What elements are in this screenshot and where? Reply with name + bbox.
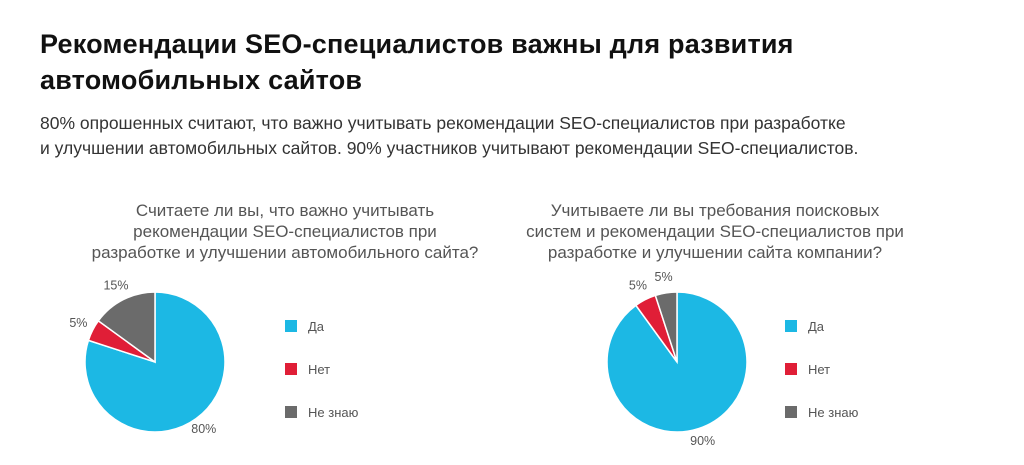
pie-slice-dont-know [654,291,678,363]
legend-item-dont-know: Не знаю [285,404,359,420]
legend-item-no: Нет [785,361,858,377]
legend-item-no: Нет [285,361,358,377]
page-title: Рекомендации SEO-специалистов важны для … [40,26,940,98]
chart-1-legend: Да Нет Не знаю [285,319,358,448]
chart-2-panel: 90% 5% 5% Да Нет Не знаю [575,270,1015,465]
legend-label-dont-know: Не знаю [308,404,359,420]
chart-2-question-line-2: систем и рекомендации SEO-специалистов п… [526,222,904,241]
pie-label-dont-know: 15% [103,278,128,292]
pie-label-yes: 90% [690,434,715,448]
subtitle-line-1: 80% опрошенных считают, что важно учитыв… [40,113,846,133]
legend-swatch-no [285,363,297,375]
page-subtitle: 80% опрошенных считают, что важно учитыв… [40,111,980,161]
pie-slice-dont-know [97,291,156,364]
chart-1-question-line-2: рекомендации SEO-специалистов при [133,222,437,241]
chart-1-panel: 80% 5% 15% Да Нет Не знаю [40,270,480,465]
legend-item-yes: Да [785,318,858,334]
legend-label-yes: Да [308,318,325,334]
chart-2-question-line-3: разработке и улучшении сайта компании? [547,243,883,262]
legend-swatch-no [785,363,797,375]
legend-swatch-dont-know [285,406,297,418]
subtitle-line-2: и улучшении автомобильных сайтов. 90% уч… [40,138,859,158]
chart-1-question-line-1: Считаете ли вы, что важно учитывать [135,201,435,220]
chart-2-legend: Да Нет Не знаю [785,319,858,448]
chart-1-question: Считаете ли вы, что важно учитывать реко… [50,200,520,263]
legend-swatch-yes [285,320,297,332]
pie-label-dont-know: 5% [655,270,673,284]
pie-label-no: 5% [629,278,647,292]
title-line-1: Рекомендации SEO-специалистов важны для … [40,29,794,59]
legend-swatch-yes [785,320,797,332]
legend-item-dont-know: Не знаю [785,404,859,420]
legend-label-no: Нет [808,361,831,377]
chart-2-question-line-1: Учитываете ли вы требования поисковых [550,201,880,220]
legend-label-dont-know: Не знаю [808,404,859,420]
chart-1-question-line-3: разработке и улучшении автомобильного са… [91,243,479,262]
legend-item-yes: Да [285,318,358,334]
legend-label-no: Нет [308,361,331,377]
pie-label-yes: 80% [191,422,216,436]
pie-chart-1: 80% 5% 15% [69,278,226,436]
legend-swatch-dont-know [785,406,797,418]
chart-2-question: Учитываете ли вы требования поисковых си… [500,200,930,263]
legend-label-yes: Да [808,318,825,334]
pie-chart-2: 90% 5% 5% [606,270,748,448]
title-line-2: автомобильных сайтов [40,65,363,95]
pie-label-no: 5% [69,316,87,330]
